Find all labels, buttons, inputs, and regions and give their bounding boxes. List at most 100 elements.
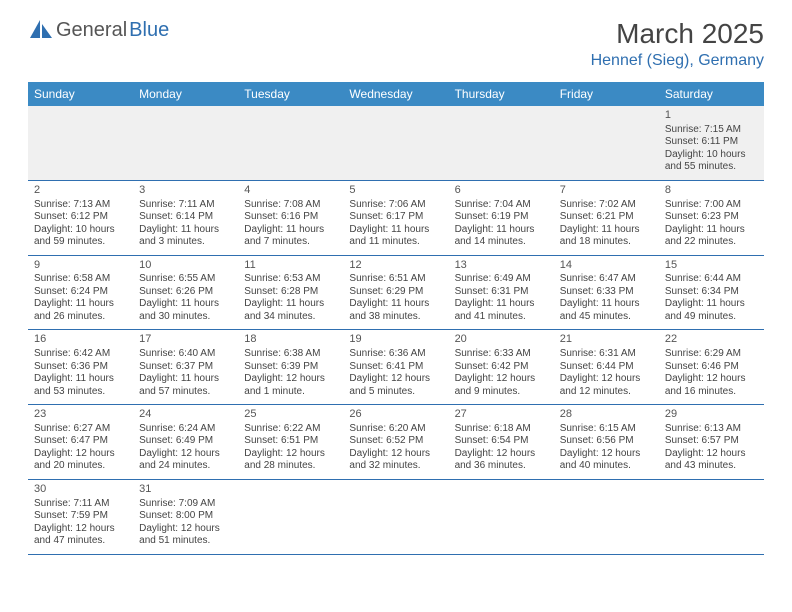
dayname-mon: Monday [133,82,238,106]
day-number: 17 [139,333,232,347]
day-cell: 15Sunrise: 6:44 AMSunset: 6:34 PMDayligh… [659,256,764,330]
empty-cell [238,480,343,554]
daylight-text: Daylight: 12 hours and 36 minutes. [455,448,548,473]
sunset-text: Sunset: 6:29 PM [349,286,442,299]
sunrise-text: Sunrise: 7:11 AM [34,498,127,511]
daylight-text: Daylight: 12 hours and 1 minute. [244,373,337,398]
daylight-text: Daylight: 12 hours and 9 minutes. [455,373,548,398]
day-number: 3 [139,184,232,198]
sunset-text: Sunset: 6:19 PM [455,211,548,224]
sunset-text: Sunset: 6:46 PM [665,361,758,374]
dayname-tue: Tuesday [238,82,343,106]
sunset-text: Sunset: 6:49 PM [139,435,232,448]
daylight-text: Daylight: 11 hours and 38 minutes. [349,298,442,323]
daylight-text: Daylight: 12 hours and 32 minutes. [349,448,442,473]
day-number: 16 [34,333,127,347]
day-number: 23 [34,408,127,422]
day-number: 26 [349,408,442,422]
daylight-text: Daylight: 12 hours and 20 minutes. [34,448,127,473]
day-number: 9 [34,259,127,273]
logo: General Blue [28,18,169,43]
sunrise-text: Sunrise: 6:22 AM [244,423,337,436]
daylight-text: Daylight: 12 hours and 40 minutes. [560,448,653,473]
title-block: March 2025 Hennef (Sieg), Germany [591,18,764,70]
sunset-text: Sunset: 6:21 PM [560,211,653,224]
day-cell: 14Sunrise: 6:47 AMSunset: 6:33 PMDayligh… [554,256,659,330]
sunrise-text: Sunrise: 7:02 AM [560,199,653,212]
sunrise-text: Sunrise: 7:13 AM [34,199,127,212]
sunrise-text: Sunrise: 6:53 AM [244,273,337,286]
daylight-text: Daylight: 11 hours and 45 minutes. [560,298,653,323]
weekday-header: Sunday Monday Tuesday Wednesday Thursday… [28,82,764,106]
day-number: 31 [139,483,232,497]
day-number: 18 [244,333,337,347]
empty-cell [343,480,448,554]
day-cell: 6Sunrise: 7:04 AMSunset: 6:19 PMDaylight… [449,181,554,255]
daylight-text: Daylight: 11 hours and 30 minutes. [139,298,232,323]
day-cell: 7Sunrise: 7:02 AMSunset: 6:21 PMDaylight… [554,181,659,255]
daylight-text: Daylight: 12 hours and 43 minutes. [665,448,758,473]
location: Hennef (Sieg), Germany [591,52,764,70]
empty-cell [343,106,448,180]
day-cell: 27Sunrise: 6:18 AMSunset: 6:54 PMDayligh… [449,405,554,479]
daylight-text: Daylight: 11 hours and 11 minutes. [349,224,442,249]
day-cell: 29Sunrise: 6:13 AMSunset: 6:57 PMDayligh… [659,405,764,479]
day-number: 13 [455,259,548,273]
day-number: 14 [560,259,653,273]
logo-text-general: General [56,19,127,42]
daylight-text: Daylight: 11 hours and 57 minutes. [139,373,232,398]
day-number: 19 [349,333,442,347]
day-number: 30 [34,483,127,497]
sunrise-text: Sunrise: 7:09 AM [139,498,232,511]
sunset-text: Sunset: 6:57 PM [665,435,758,448]
day-number: 2 [34,184,127,198]
sunrise-text: Sunrise: 6:47 AM [560,273,653,286]
sunset-text: Sunset: 6:54 PM [455,435,548,448]
daylight-text: Daylight: 11 hours and 34 minutes. [244,298,337,323]
day-number: 6 [455,184,548,198]
day-number: 1 [665,109,758,123]
empty-cell [449,480,554,554]
sunrise-text: Sunrise: 7:00 AM [665,199,758,212]
daylight-text: Daylight: 11 hours and 14 minutes. [455,224,548,249]
empty-cell [238,106,343,180]
empty-cell [554,480,659,554]
daylight-text: Daylight: 11 hours and 22 minutes. [665,224,758,249]
daylight-text: Daylight: 12 hours and 16 minutes. [665,373,758,398]
day-cell: 19Sunrise: 6:36 AMSunset: 6:41 PMDayligh… [343,330,448,404]
daylight-text: Daylight: 11 hours and 7 minutes. [244,224,337,249]
sunrise-text: Sunrise: 6:40 AM [139,348,232,361]
week-row: 9Sunrise: 6:58 AMSunset: 6:24 PMDaylight… [28,256,764,331]
day-cell: 9Sunrise: 6:58 AMSunset: 6:24 PMDaylight… [28,256,133,330]
dayname-fri: Friday [554,82,659,106]
day-number: 25 [244,408,337,422]
sunrise-text: Sunrise: 6:15 AM [560,423,653,436]
sunset-text: Sunset: 6:39 PM [244,361,337,374]
dayname-sun: Sunday [28,82,133,106]
day-cell: 28Sunrise: 6:15 AMSunset: 6:56 PMDayligh… [554,405,659,479]
sunset-text: Sunset: 6:26 PM [139,286,232,299]
day-cell: 13Sunrise: 6:49 AMSunset: 6:31 PMDayligh… [449,256,554,330]
day-cell: 17Sunrise: 6:40 AMSunset: 6:37 PMDayligh… [133,330,238,404]
sunset-text: Sunset: 6:14 PM [139,211,232,224]
sunrise-text: Sunrise: 6:55 AM [139,273,232,286]
sunset-text: Sunset: 6:37 PM [139,361,232,374]
day-number: 8 [665,184,758,198]
sunrise-text: Sunrise: 6:20 AM [349,423,442,436]
sunrise-text: Sunrise: 6:58 AM [34,273,127,286]
daylight-text: Daylight: 11 hours and 49 minutes. [665,298,758,323]
month-title: March 2025 [591,18,764,50]
sunrise-text: Sunrise: 7:06 AM [349,199,442,212]
day-cell: 8Sunrise: 7:00 AMSunset: 6:23 PMDaylight… [659,181,764,255]
sunrise-text: Sunrise: 7:11 AM [139,199,232,212]
sunrise-text: Sunrise: 6:38 AM [244,348,337,361]
day-number: 4 [244,184,337,198]
empty-cell [28,106,133,180]
day-cell: 25Sunrise: 6:22 AMSunset: 6:51 PMDayligh… [238,405,343,479]
sunset-text: Sunset: 6:36 PM [34,361,127,374]
week-row: 23Sunrise: 6:27 AMSunset: 6:47 PMDayligh… [28,405,764,480]
sunset-text: Sunset: 6:56 PM [560,435,653,448]
day-number: 24 [139,408,232,422]
sunrise-text: Sunrise: 7:04 AM [455,199,548,212]
sunrise-text: Sunrise: 6:29 AM [665,348,758,361]
